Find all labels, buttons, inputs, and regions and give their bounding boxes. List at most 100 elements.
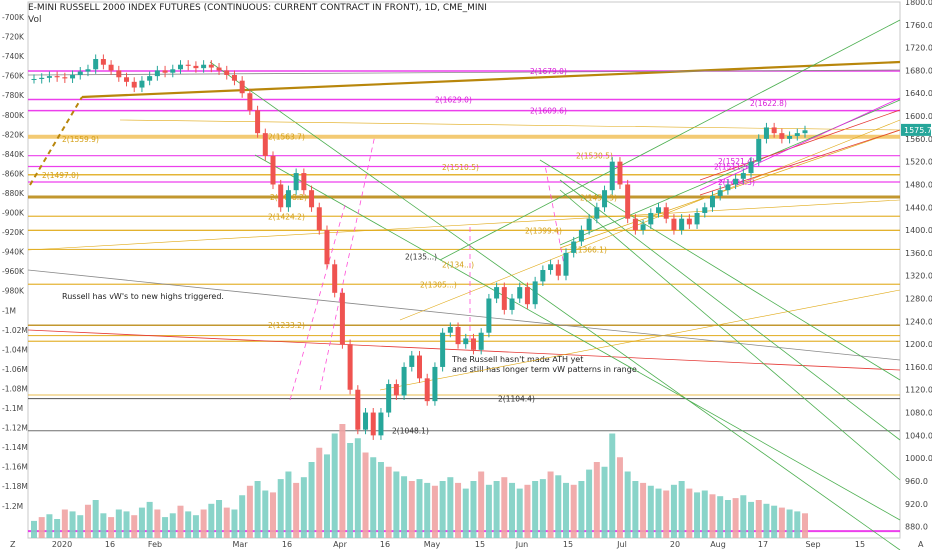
volume-bar [270,492,277,538]
candle-body [170,69,176,73]
candle-body [355,389,361,430]
candle-body [54,76,60,78]
volume-bar [539,479,546,538]
level-label: 2(1399.4) [525,226,562,235]
candle-body [455,327,461,345]
level-label: 2(1559.9) [62,135,99,144]
volume-bar [146,501,153,538]
level-label: 2(1497.0) [42,171,79,180]
volume-bar [231,509,238,538]
volume-bar [462,488,469,538]
candle-body [694,212,700,225]
volume-bar [424,482,431,538]
volume-bar [300,477,307,538]
candle-body [139,80,145,88]
candle-body [285,190,291,208]
candle-body [247,93,253,111]
right-axis-tick-label: 1280.0 [905,295,932,304]
volume-bar [169,513,176,538]
projection-line [289,204,346,401]
right-axis-tick-label: 1720.0 [905,44,932,53]
candle-body [393,384,399,396]
x-axis-tick-label: 15 [855,540,865,549]
candle-body [31,78,37,80]
candle-body [378,412,384,436]
left-axis-tick-label: -940K [2,248,25,257]
volume-bar [208,503,215,538]
volume-bar [131,515,138,538]
candle-body [563,252,569,276]
candle-body [686,218,692,225]
candle-body [208,64,214,68]
candle-body [771,127,777,134]
candle-body [370,412,376,436]
level-label: 2(135...) [405,252,437,261]
candle-body [671,218,677,231]
volume-bar [555,475,562,538]
volume-bar [185,511,192,538]
volume-bar [108,517,115,538]
volume-bar [663,490,670,538]
right-axis-tick-label: 1640.0 [905,89,932,98]
volume-bar [77,515,84,538]
candle-body [239,80,245,94]
volume-bar [616,457,623,538]
candle-body [494,287,500,299]
left-axis-tick-label: -1M [2,306,16,315]
volume-bar [347,443,354,538]
candle-body [324,230,330,265]
volume-bar [323,454,330,538]
left-axis-tick-label: -1.1M [2,404,23,413]
level-label: 2(1530.5) [576,152,613,161]
right-axis-tick-label: 1160.0 [905,363,932,372]
level-label: 2(1679.0) [530,67,567,76]
right-axis-tick-label: 960.0 [905,477,928,486]
candle-body [548,264,554,270]
candle-body [147,76,153,81]
volume-bar [740,495,747,538]
volume-bar [670,484,677,538]
candle-body [555,264,561,276]
volume-bar [724,500,731,538]
candle-body [733,178,739,185]
volume-bar [38,517,45,538]
left-axis-tick-label: -720K [2,33,25,42]
candle-body [85,69,91,72]
candle-body [625,184,631,219]
trend-line [699,97,901,191]
volume-label: Vol [28,15,42,25]
volume-bar [401,476,408,538]
right-axis-tick-label: 1240.0 [905,317,932,326]
level-label: 2(1563.7) [268,133,305,142]
candle-body [663,207,669,219]
candle-body [231,74,237,81]
x-axis-tick-label: Feb [148,540,162,549]
left-axis-tick-label: -880K [2,189,25,198]
volume-bar [69,511,76,538]
candle-body [278,184,284,208]
projection-line [319,134,376,391]
x-axis-tick-label: 2020 [52,540,72,549]
candle-body [131,81,137,88]
volume-bar [285,471,292,538]
auto-scale-marker: A [918,540,924,549]
candle-body [77,71,83,75]
candle-body [332,264,338,293]
candle-body [779,133,785,139]
volume-bar [524,484,531,538]
candle-body [293,173,299,191]
volume-bar [431,485,438,538]
candle-body [432,366,438,402]
left-axis-tick-label: -1.18M [2,482,28,491]
volume-bar [686,488,693,538]
candle-body [679,218,685,231]
candle-body [725,184,731,191]
level-label: 2(1629.0) [435,96,472,105]
volume-bar [794,511,801,538]
candle-body [571,241,577,253]
candle-body [301,173,307,191]
volume-bar [624,471,631,538]
volume-bar [277,479,284,538]
